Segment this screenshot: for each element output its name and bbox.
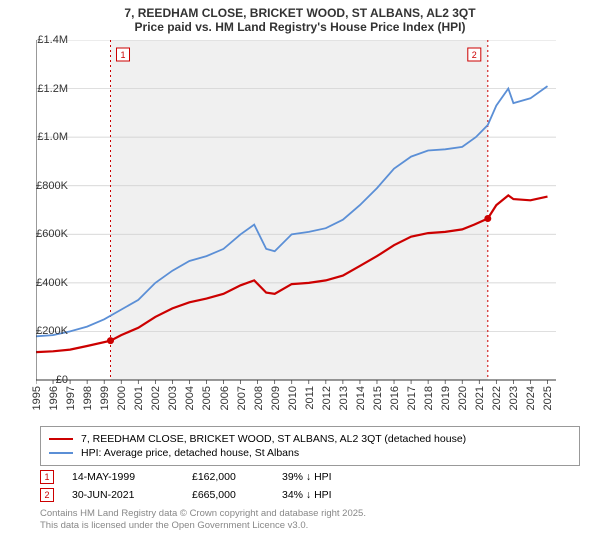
sale-marker-number: 1 xyxy=(40,470,54,484)
footer-attribution: Contains HM Land Registry data © Crown c… xyxy=(40,508,580,533)
x-axis-label: 2015 xyxy=(372,386,384,410)
x-axis-label: 2018 xyxy=(423,386,435,410)
x-axis-label: 2016 xyxy=(389,386,401,410)
x-axis-label: 2002 xyxy=(150,386,162,410)
legend: 7, REEDHAM CLOSE, BRICKET WOOD, ST ALBAN… xyxy=(40,426,580,466)
x-axis-label: 2013 xyxy=(338,386,350,410)
x-axis-label: 2020 xyxy=(457,386,469,410)
x-axis-label: 2004 xyxy=(184,386,196,410)
line-chart: 12 xyxy=(36,40,556,420)
y-axis-label: £800K xyxy=(36,180,68,192)
legend-label: HPI: Average price, detached house, St A… xyxy=(81,447,299,459)
x-axis-label: 2008 xyxy=(253,386,265,410)
x-axis-label: 2025 xyxy=(542,386,554,410)
legend-swatch xyxy=(49,438,73,440)
y-axis-label: £0 xyxy=(56,374,68,386)
sale-hpi-delta: 39% ↓ HPI xyxy=(282,471,372,483)
sale-date: 14-MAY-1999 xyxy=(72,471,192,483)
x-axis-label: 2022 xyxy=(491,386,503,410)
y-axis-label: £1.0M xyxy=(37,131,68,143)
legend-item: 7, REEDHAM CLOSE, BRICKET WOOD, ST ALBAN… xyxy=(49,433,571,445)
title-line-1: 7, REEDHAM CLOSE, BRICKET WOOD, ST ALBAN… xyxy=(0,6,600,20)
sale-hpi-delta: 34% ↓ HPI xyxy=(282,489,372,501)
y-axis-label: £600K xyxy=(36,228,68,240)
y-axis-label: £1.2M xyxy=(37,83,68,95)
svg-text:1: 1 xyxy=(120,50,125,60)
x-axis-label: 2023 xyxy=(508,386,520,410)
x-axis-label: 2014 xyxy=(355,386,367,410)
x-axis-label: 1998 xyxy=(82,386,94,410)
x-axis-label: 2021 xyxy=(474,386,486,410)
footer-line-2: This data is licensed under the Open Gov… xyxy=(40,520,580,532)
sale-markers-table: 1 14-MAY-1999£162,00039% ↓ HPI 2 30-JUN-202… xyxy=(40,470,580,502)
x-axis-label: 2003 xyxy=(167,386,179,410)
x-axis-label: 1999 xyxy=(99,386,111,410)
x-axis-label: 2010 xyxy=(287,386,299,410)
x-axis-label: 2007 xyxy=(236,386,248,410)
footer-line-1: Contains HM Land Registry data © Crown c… xyxy=(40,508,580,520)
legend-swatch xyxy=(49,452,73,454)
svg-text:2: 2 xyxy=(472,50,477,60)
x-axis-label: 2019 xyxy=(440,386,452,410)
x-axis-label: 1996 xyxy=(48,386,60,410)
x-axis-label: 2011 xyxy=(304,386,316,410)
sale-date: 30-JUN-2021 xyxy=(72,489,192,501)
x-axis-label: 2006 xyxy=(219,386,231,410)
x-axis-label: 2005 xyxy=(201,386,213,410)
chart-title-block: 7, REEDHAM CLOSE, BRICKET WOOD, ST ALBAN… xyxy=(0,0,600,36)
y-axis-label: £1.4M xyxy=(37,34,68,46)
x-axis-label: 2009 xyxy=(270,386,282,410)
sale-marker-number: 2 xyxy=(40,488,54,502)
sale-price: £162,000 xyxy=(192,471,282,483)
x-axis-label: 2000 xyxy=(116,386,128,410)
title-line-2: Price paid vs. HM Land Registry's House … xyxy=(0,20,600,34)
sale-marker-row: 2 30-JUN-2021£665,00034% ↓ HPI xyxy=(40,488,580,502)
legend-item: HPI: Average price, detached house, St A… xyxy=(49,447,571,459)
x-axis-label: 1997 xyxy=(65,386,77,410)
y-axis-label: £400K xyxy=(36,277,68,289)
x-axis-label: 2012 xyxy=(321,386,333,410)
sale-price: £665,000 xyxy=(192,489,282,501)
chart-area: 12 £0£200K£400K£600K£800K£1.0M£1.2M£1.4M… xyxy=(36,40,596,420)
legend-label: 7, REEDHAM CLOSE, BRICKET WOOD, ST ALBAN… xyxy=(81,433,466,445)
y-axis-label: £200K xyxy=(36,325,68,337)
x-axis-label: 1995 xyxy=(31,386,43,410)
sale-marker-row: 1 14-MAY-1999£162,00039% ↓ HPI xyxy=(40,470,580,484)
x-axis-label: 2017 xyxy=(406,386,418,410)
x-axis-label: 2024 xyxy=(525,386,537,410)
x-axis-label: 2001 xyxy=(133,386,145,410)
